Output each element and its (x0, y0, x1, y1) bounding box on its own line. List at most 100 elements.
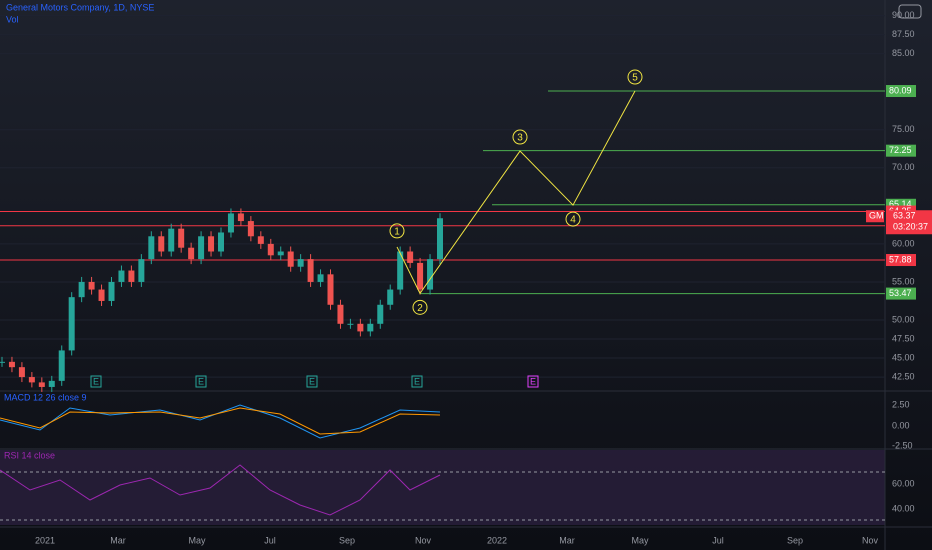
candle (0, 361, 5, 363)
y-tick-label: 42.50 (892, 371, 915, 381)
candle (88, 281, 95, 290)
candle (287, 251, 294, 267)
price-tag-label: 65.14 (889, 199, 912, 209)
wave-label: 4 (570, 215, 576, 226)
wave-circle (512, 129, 528, 145)
rsi-title: RSI 14 close (4, 450, 55, 460)
candle (188, 247, 195, 260)
candle (397, 251, 404, 290)
candle (158, 236, 165, 252)
y-tick-label: 50.00 (892, 314, 915, 324)
candle (118, 270, 125, 282)
wave-label: 5 (632, 73, 638, 84)
macd-tick: -2.50 (892, 440, 913, 450)
candle (178, 228, 185, 248)
candle (28, 377, 35, 383)
candle (297, 259, 304, 267)
candle (277, 251, 284, 256)
symbol-title: General Motors Company, 1D, NYSE (6, 2, 154, 12)
macd-tick: 2.50 (892, 399, 910, 409)
symbol-label: GM (869, 211, 884, 221)
y-tick-label: 90.00 (892, 10, 915, 20)
wave-label: 3 (517, 133, 523, 144)
candle (138, 259, 145, 282)
candle (98, 289, 105, 301)
x-tick-label: Nov (415, 535, 432, 545)
x-tick-label: Nov (862, 535, 879, 545)
y-tick-label: 47.50 (892, 333, 915, 343)
last-tag (886, 210, 932, 235)
y-tick-label: 70.00 (892, 162, 915, 172)
scale-button[interactable] (898, 4, 922, 19)
rsi-line (0, 464, 441, 516)
x-tick-label: May (188, 535, 206, 545)
x-tick-label: Sep (339, 535, 355, 545)
candle (208, 236, 215, 252)
x-tick-label: 2022 (487, 535, 507, 545)
y-tick-label: 85.00 (892, 48, 915, 58)
price-tag (886, 144, 916, 157)
x-tick-label: May (631, 535, 649, 545)
candle (58, 350, 65, 381)
candle (377, 304, 384, 324)
candle (337, 304, 344, 324)
candle (227, 213, 234, 233)
candle (38, 382, 45, 387)
price-tag-label: 80.09 (889, 85, 912, 95)
candle (78, 281, 85, 298)
signal-line (0, 407, 441, 435)
price-tag-label: 57.88 (889, 254, 912, 264)
macd-title: MACD 12 26 close 9 (4, 392, 87, 402)
earnings-box (527, 375, 539, 388)
price-tag-label: 53.47 (889, 288, 912, 298)
y-tick-label: 45.00 (892, 352, 915, 362)
candle (108, 281, 115, 301)
x-tick-label: Sep (787, 535, 803, 545)
y-tick-label: 60.00 (892, 238, 915, 248)
candle (387, 289, 394, 305)
candle (357, 323, 364, 332)
candle (247, 221, 254, 237)
symbol-tag (866, 210, 884, 223)
x-tick-label: 2021 (35, 535, 55, 545)
price-tag-label: 72.25 (889, 145, 912, 155)
candle (237, 213, 244, 222)
wave-circle (389, 223, 405, 239)
candle (218, 232, 224, 252)
candle (407, 251, 414, 263)
price-tag (886, 254, 916, 267)
earnings-box (195, 375, 207, 388)
candle (128, 270, 135, 282)
candle (327, 274, 334, 305)
macd-tick: 0.00 (892, 420, 910, 430)
x-tick-label: Mar (559, 535, 575, 545)
candle (18, 367, 25, 378)
y-tick-label: 75.00 (892, 124, 915, 134)
y-tick-label: 55.00 (892, 276, 915, 286)
rsi-tick: 40.00 (892, 503, 915, 513)
candle (427, 259, 434, 290)
wave-label: 1 (394, 227, 400, 238)
x-tick-label: Jul (264, 535, 276, 545)
y-tick-label: 87.50 (892, 29, 915, 39)
wave-circle (627, 69, 643, 85)
x-tick-label: Jul (712, 535, 724, 545)
candle (437, 218, 443, 260)
rsi-band (0, 450, 885, 525)
earnings-label: E (414, 376, 420, 386)
candle (48, 380, 55, 387)
earnings-label: E (93, 376, 99, 386)
last-price: 63.37 (893, 211, 916, 221)
earnings-box (306, 375, 318, 388)
earnings-box (90, 375, 102, 388)
wave-label: 2 (417, 303, 423, 314)
candle (367, 323, 374, 332)
volume-label: Vol (6, 14, 19, 24)
countdown: 03:20:37 (893, 222, 928, 232)
earnings-label: E (530, 376, 536, 386)
wave-circle (565, 211, 581, 227)
candle (168, 228, 175, 252)
candle (347, 323, 354, 325)
wave-circle (412, 299, 428, 315)
